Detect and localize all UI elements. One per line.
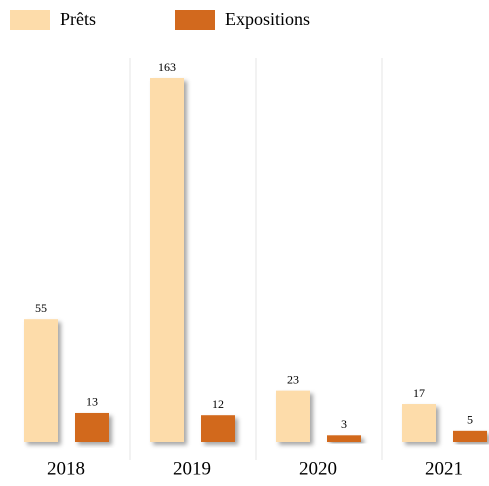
bar [327,435,361,442]
x-tick-label: 2020 [299,458,337,479]
x-tick-label: 2021 [425,458,463,479]
bar [453,430,487,442]
bar [75,412,109,442]
value-label: 163 [158,60,176,74]
x-tick-label: 2018 [47,458,85,479]
bar [201,415,235,442]
bar [402,404,436,442]
value-label: 12 [212,397,224,411]
bar [150,78,184,442]
bar [24,319,58,442]
value-label: 5 [467,413,473,427]
value-label: 3 [341,417,347,431]
value-label: 55 [35,301,47,315]
value-label: 23 [287,372,299,386]
bar [276,390,310,442]
value-label: 17 [413,386,425,400]
legend-swatch [10,10,50,30]
value-label: 13 [86,395,98,409]
x-tick-label: 2019 [173,458,211,479]
legend-swatch [175,10,215,30]
legend-label: Prêts [60,9,96,29]
legend-label: Expositions [225,9,310,29]
